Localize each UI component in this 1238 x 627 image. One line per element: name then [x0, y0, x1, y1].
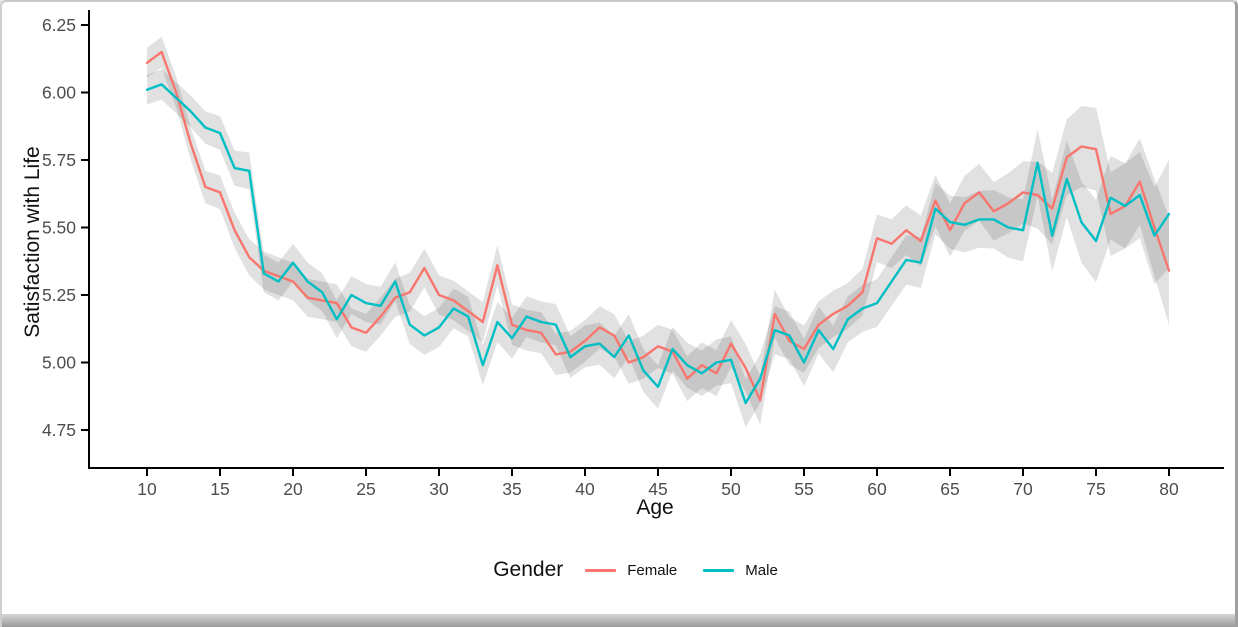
legend-title: Gender: [493, 558, 564, 581]
window-bottom-bar: [2, 614, 1235, 627]
x-tick-label: 20: [283, 479, 303, 499]
legend-items: Female Male: [585, 562, 804, 579]
y-tick-label: 5.00: [42, 353, 76, 373]
confidence-ribbon-male: [147, 69, 1169, 427]
x-tick-label: 50: [721, 479, 741, 499]
x-axis-title: Age: [636, 496, 674, 519]
x-tick-label: 30: [429, 479, 449, 499]
y-tick-label: 5.25: [42, 285, 76, 305]
legend-item-male: Male: [703, 562, 778, 579]
legend: Gender Female Male: [32, 558, 1235, 582]
y-tick-label: 6.00: [42, 83, 76, 103]
legend-label-female: Female: [627, 561, 678, 579]
y-tick-label: 5.50: [42, 218, 76, 238]
x-tick-label: 15: [210, 479, 229, 499]
x-tick-label: 65: [940, 479, 959, 499]
legend-swatch-female: [585, 568, 617, 572]
satisfaction-vs-age-line-chart: 4.75 5.00 5.25 5.50 5.75 6.00 6.25 10 15 20 25 30 35…: [42, 10, 1224, 499]
line-male: [145, 83, 1171, 405]
x-tick-label: 75: [1086, 479, 1105, 499]
x-tick-label: 80: [1159, 479, 1179, 499]
y-tick-label: 6.25: [42, 15, 76, 35]
legend-label-male: Male: [745, 561, 778, 579]
y-tick-label: 5.75: [42, 150, 76, 170]
x-tick-label: 25: [356, 479, 375, 499]
x-tick-label: 55: [794, 479, 813, 499]
x-tick-label: 40: [575, 479, 595, 499]
line-female: [145, 50, 1171, 402]
legend-item-female: Female: [585, 562, 677, 579]
x-tick-label: 10: [137, 479, 157, 499]
x-tick-label: 70: [1013, 479, 1033, 499]
y-tick-label: 4.75: [42, 420, 76, 440]
x-tick-label: 45: [648, 479, 667, 499]
x-tick-label: 35: [502, 479, 521, 499]
x-tick-label: 60: [867, 479, 887, 499]
legend-swatch-male: [703, 568, 735, 572]
y-axis-title: Satisfaction with Life: [21, 146, 44, 338]
